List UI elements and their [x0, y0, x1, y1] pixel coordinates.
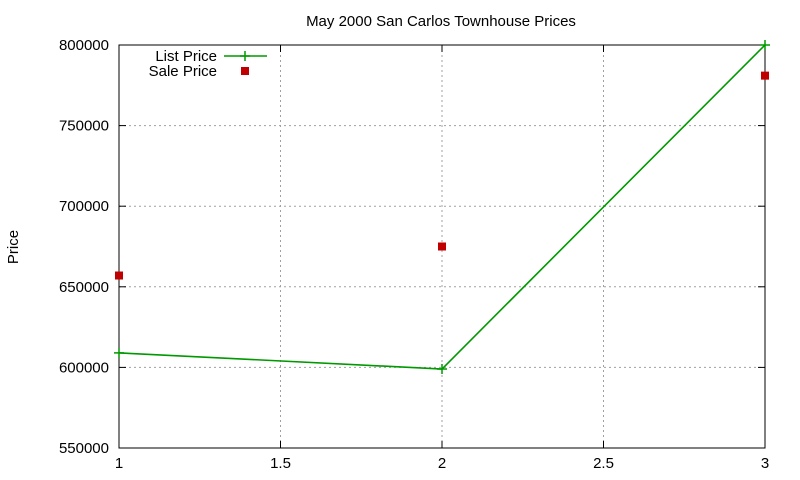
list-price-point: [437, 364, 447, 375]
list-price-point: [114, 347, 124, 358]
axis-ticks: 550000 600000 650000 700000 750000 800000 1 1.5…: [59, 37, 769, 472]
sale-price-point: [115, 271, 123, 280]
y-tick-label: 700000: [59, 198, 109, 215]
legend-marker: [240, 51, 250, 61]
sale-price-point: [438, 242, 446, 251]
series-layer: [114, 40, 770, 375]
y-tick-label: 600000: [59, 359, 109, 376]
y-tick-label: 800000: [59, 37, 109, 54]
y-tick-label: 550000: [59, 440, 109, 457]
sale-price-point: [761, 71, 769, 80]
chart-title: May 2000 San Carlos Townhouse Prices: [306, 13, 576, 30]
legend-marker: [241, 67, 249, 75]
y-tick-label: 750000: [59, 118, 109, 135]
series-0: [114, 40, 770, 375]
x-tick-label: 1: [115, 455, 123, 472]
legend-label: Sale Price: [149, 63, 217, 80]
x-tick-label: 2.5: [593, 455, 614, 472]
series-1: [115, 71, 769, 280]
y-axis-label: Price: [5, 230, 22, 264]
list-price-point: [760, 40, 770, 50]
x-tick-label: 3: [761, 455, 769, 472]
x-tick-label: 1.5: [270, 455, 291, 472]
legend-label: List Price: [155, 48, 217, 65]
y-tick-label: 650000: [59, 279, 109, 296]
x-tick-label: 2: [438, 455, 446, 472]
